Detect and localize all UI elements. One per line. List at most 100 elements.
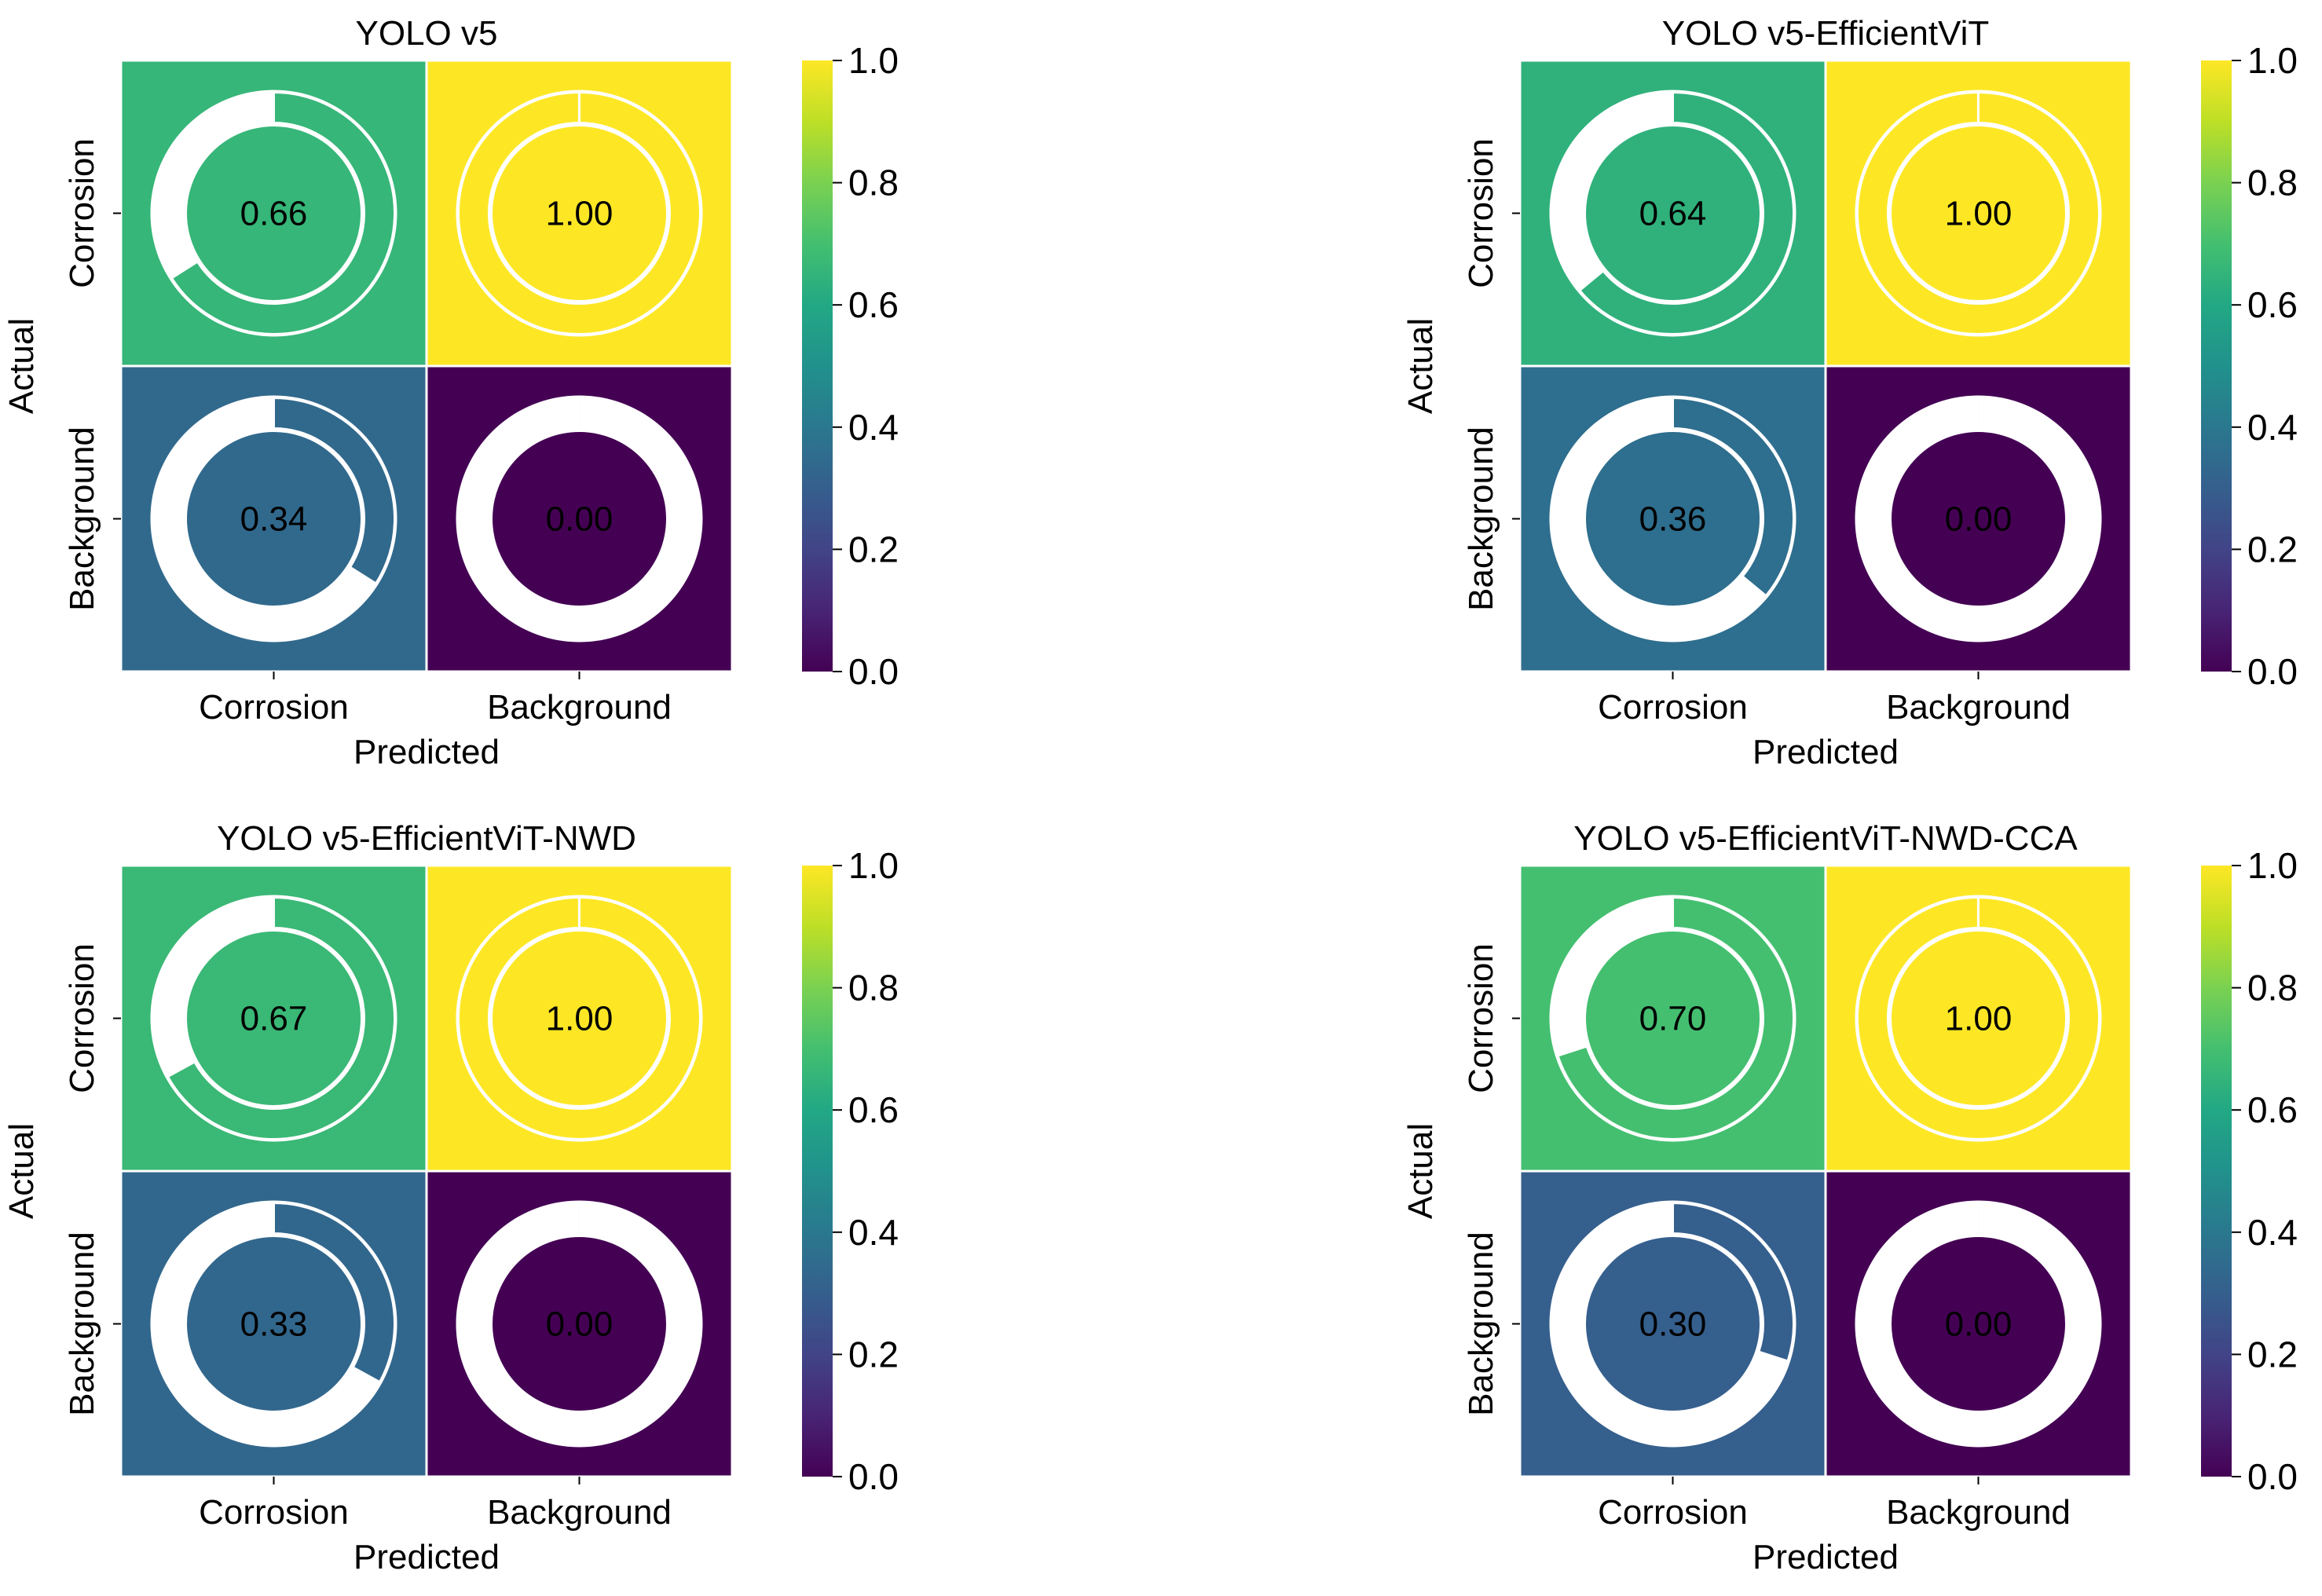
colorbar-tick-label: 0.2 bbox=[848, 1334, 899, 1375]
ring-progress-corrosion-background bbox=[457, 895, 701, 1140]
colorbar-tick-label: 1.0 bbox=[848, 845, 899, 886]
x-axis-label: Predicted bbox=[1752, 1538, 1899, 1576]
y-axis-label: Actual bbox=[1401, 1123, 1440, 1219]
ring-progress-background-corrosion bbox=[1672, 396, 1795, 598]
x-tick-label: Corrosion bbox=[1598, 688, 1748, 727]
x-tick-label: Corrosion bbox=[1598, 1493, 1748, 1532]
colorbar-tick-label: 0.2 bbox=[2247, 529, 2298, 569]
colorbar bbox=[802, 60, 833, 672]
colorbar-tick-label: 1.0 bbox=[2247, 40, 2298, 81]
colorbar-tick-label: 0.6 bbox=[848, 1089, 899, 1130]
ring-progress-corrosion-background bbox=[1856, 90, 2100, 335]
y-tick-label: Background bbox=[63, 426, 101, 611]
ring-progress-background-corrosion bbox=[273, 1201, 396, 1384]
ring-center-background-corrosion bbox=[1584, 430, 1762, 608]
y-tick-label: Corrosion bbox=[63, 943, 101, 1093]
colorbar-tick-label: 0.4 bbox=[848, 1212, 899, 1253]
ring-progress-corrosion-corrosion bbox=[1577, 90, 1795, 335]
colorbar-tick-label: 0.0 bbox=[848, 651, 899, 692]
colorbar-tick-label: 0.4 bbox=[848, 407, 899, 448]
chart-title: YOLO v5-EfficientViT-NWD-CCA bbox=[1573, 819, 2078, 858]
cell-value-label: 0.33 bbox=[240, 1305, 308, 1344]
cell-value-label: 0.30 bbox=[1639, 1305, 1707, 1344]
cell-value-label: 1.00 bbox=[546, 195, 613, 233]
cell-value-label: 0.00 bbox=[546, 500, 613, 539]
x-axis-label: Predicted bbox=[1752, 733, 1899, 771]
ring-center-corrosion-corrosion bbox=[1584, 929, 1762, 1107]
y-axis-label: Actual bbox=[1401, 318, 1440, 414]
y-tick-label: Corrosion bbox=[63, 138, 101, 288]
x-axis-label: Predicted bbox=[353, 1538, 500, 1576]
ring-center-corrosion-background bbox=[1889, 124, 2067, 302]
ring-center-background-corrosion bbox=[185, 1235, 363, 1413]
ring-progress-corrosion-background bbox=[1856, 895, 2100, 1140]
chart-title: YOLO v5 bbox=[356, 14, 498, 53]
ring-center-background-background bbox=[1889, 430, 2067, 608]
cell-value-label: 0.34 bbox=[240, 500, 308, 539]
ring-progress-background-corrosion bbox=[1672, 1201, 1795, 1363]
colorbar-tick-label: 0.6 bbox=[2247, 1089, 2298, 1130]
colorbar bbox=[802, 866, 833, 1477]
colorbar-tick-label: 0.8 bbox=[848, 163, 899, 203]
ring-progress-corrosion-corrosion bbox=[1556, 895, 1795, 1140]
ring-progress-corrosion-background bbox=[457, 90, 701, 335]
y-tick-label: Corrosion bbox=[1462, 138, 1500, 288]
cell-value-label: 0.66 bbox=[240, 195, 308, 233]
colorbar-tick-label: 0.8 bbox=[2247, 163, 2298, 203]
colorbar-tick-label: 0.6 bbox=[2247, 284, 2298, 325]
ring-progress-background-corrosion bbox=[273, 396, 396, 586]
cell-value-label: 0.00 bbox=[1945, 500, 2013, 539]
colorbar-tick-label: 0.0 bbox=[2247, 1456, 2298, 1497]
colorbar bbox=[2201, 866, 2232, 1477]
chart-title: YOLO v5-EfficientViT bbox=[1662, 14, 1990, 53]
y-tick-label: Background bbox=[1462, 426, 1500, 611]
ring-center-corrosion-background bbox=[490, 929, 668, 1107]
cell-value-label: 0.70 bbox=[1639, 1000, 1707, 1038]
colorbar-tick-label: 0.4 bbox=[2247, 1212, 2298, 1253]
colorbar-tick-label: 1.0 bbox=[2247, 845, 2298, 886]
ring-center-corrosion-corrosion bbox=[185, 124, 363, 302]
ring-center-corrosion-background bbox=[1889, 929, 2067, 1107]
x-tick-label: Corrosion bbox=[199, 1493, 349, 1532]
cell-value-label: 1.00 bbox=[546, 1000, 613, 1038]
ring-center-background-background bbox=[1889, 1235, 2067, 1413]
ring-center-background-background bbox=[490, 430, 668, 608]
colorbar-tick-label: 0.0 bbox=[2247, 651, 2298, 692]
colorbar-tick-label: 0.4 bbox=[2247, 407, 2298, 448]
cell-value-label: 0.36 bbox=[1639, 500, 1707, 539]
colorbar bbox=[2201, 60, 2232, 672]
colorbar-tick-label: 0.6 bbox=[848, 284, 899, 325]
ring-center-corrosion-corrosion bbox=[1584, 124, 1762, 302]
y-axis-label: Actual bbox=[2, 318, 41, 414]
x-tick-label: Background bbox=[1886, 688, 2071, 727]
colorbar-tick-label: 0.2 bbox=[2247, 1334, 2298, 1375]
colorbar-tick-label: 0.8 bbox=[2247, 968, 2298, 1008]
confusion-matrix-panel-4: YOLO v5-EfficientViT-NWD-CCA 0.70 1.00 0.30… bbox=[1401, 819, 2298, 1576]
confusion-matrix-panel-1: YOLO v5 0.66 1.00 0.34 0.00 Corrosion Backgrou… bbox=[2, 14, 899, 771]
chart-title: YOLO v5-EfficientViT-NWD bbox=[217, 819, 636, 858]
ring-progress-corrosion-corrosion bbox=[170, 90, 396, 335]
colorbar-tick-label: 1.0 bbox=[848, 40, 899, 81]
cell-value-label: 1.00 bbox=[1945, 1000, 2013, 1038]
ring-progress-corrosion-corrosion bbox=[166, 895, 396, 1140]
confusion-matrix-panel-2: YOLO v5-EfficientViT 0.64 1.00 0.36 0.00 Corr… bbox=[1401, 14, 2298, 771]
colorbar-tick-label: 0.0 bbox=[848, 1456, 899, 1497]
y-tick-label: Corrosion bbox=[1462, 943, 1500, 1093]
ring-center-background-corrosion bbox=[1584, 1235, 1762, 1413]
cell-value-label: 0.00 bbox=[546, 1305, 613, 1344]
x-tick-label: Background bbox=[1886, 1493, 2071, 1532]
cell-value-label: 0.64 bbox=[1639, 195, 1707, 233]
y-tick-label: Background bbox=[1462, 1232, 1500, 1416]
ring-center-background-background bbox=[490, 1235, 668, 1413]
x-tick-label: Background bbox=[487, 688, 672, 727]
y-tick-label: Background bbox=[63, 1232, 101, 1416]
x-axis-label: Predicted bbox=[353, 733, 500, 771]
colorbar-tick-label: 0.8 bbox=[848, 968, 899, 1008]
ring-center-corrosion-corrosion bbox=[185, 929, 363, 1107]
x-tick-label: Background bbox=[487, 1493, 672, 1532]
cell-value-label: 0.67 bbox=[240, 1000, 308, 1038]
cell-value-label: 1.00 bbox=[1945, 195, 2013, 233]
